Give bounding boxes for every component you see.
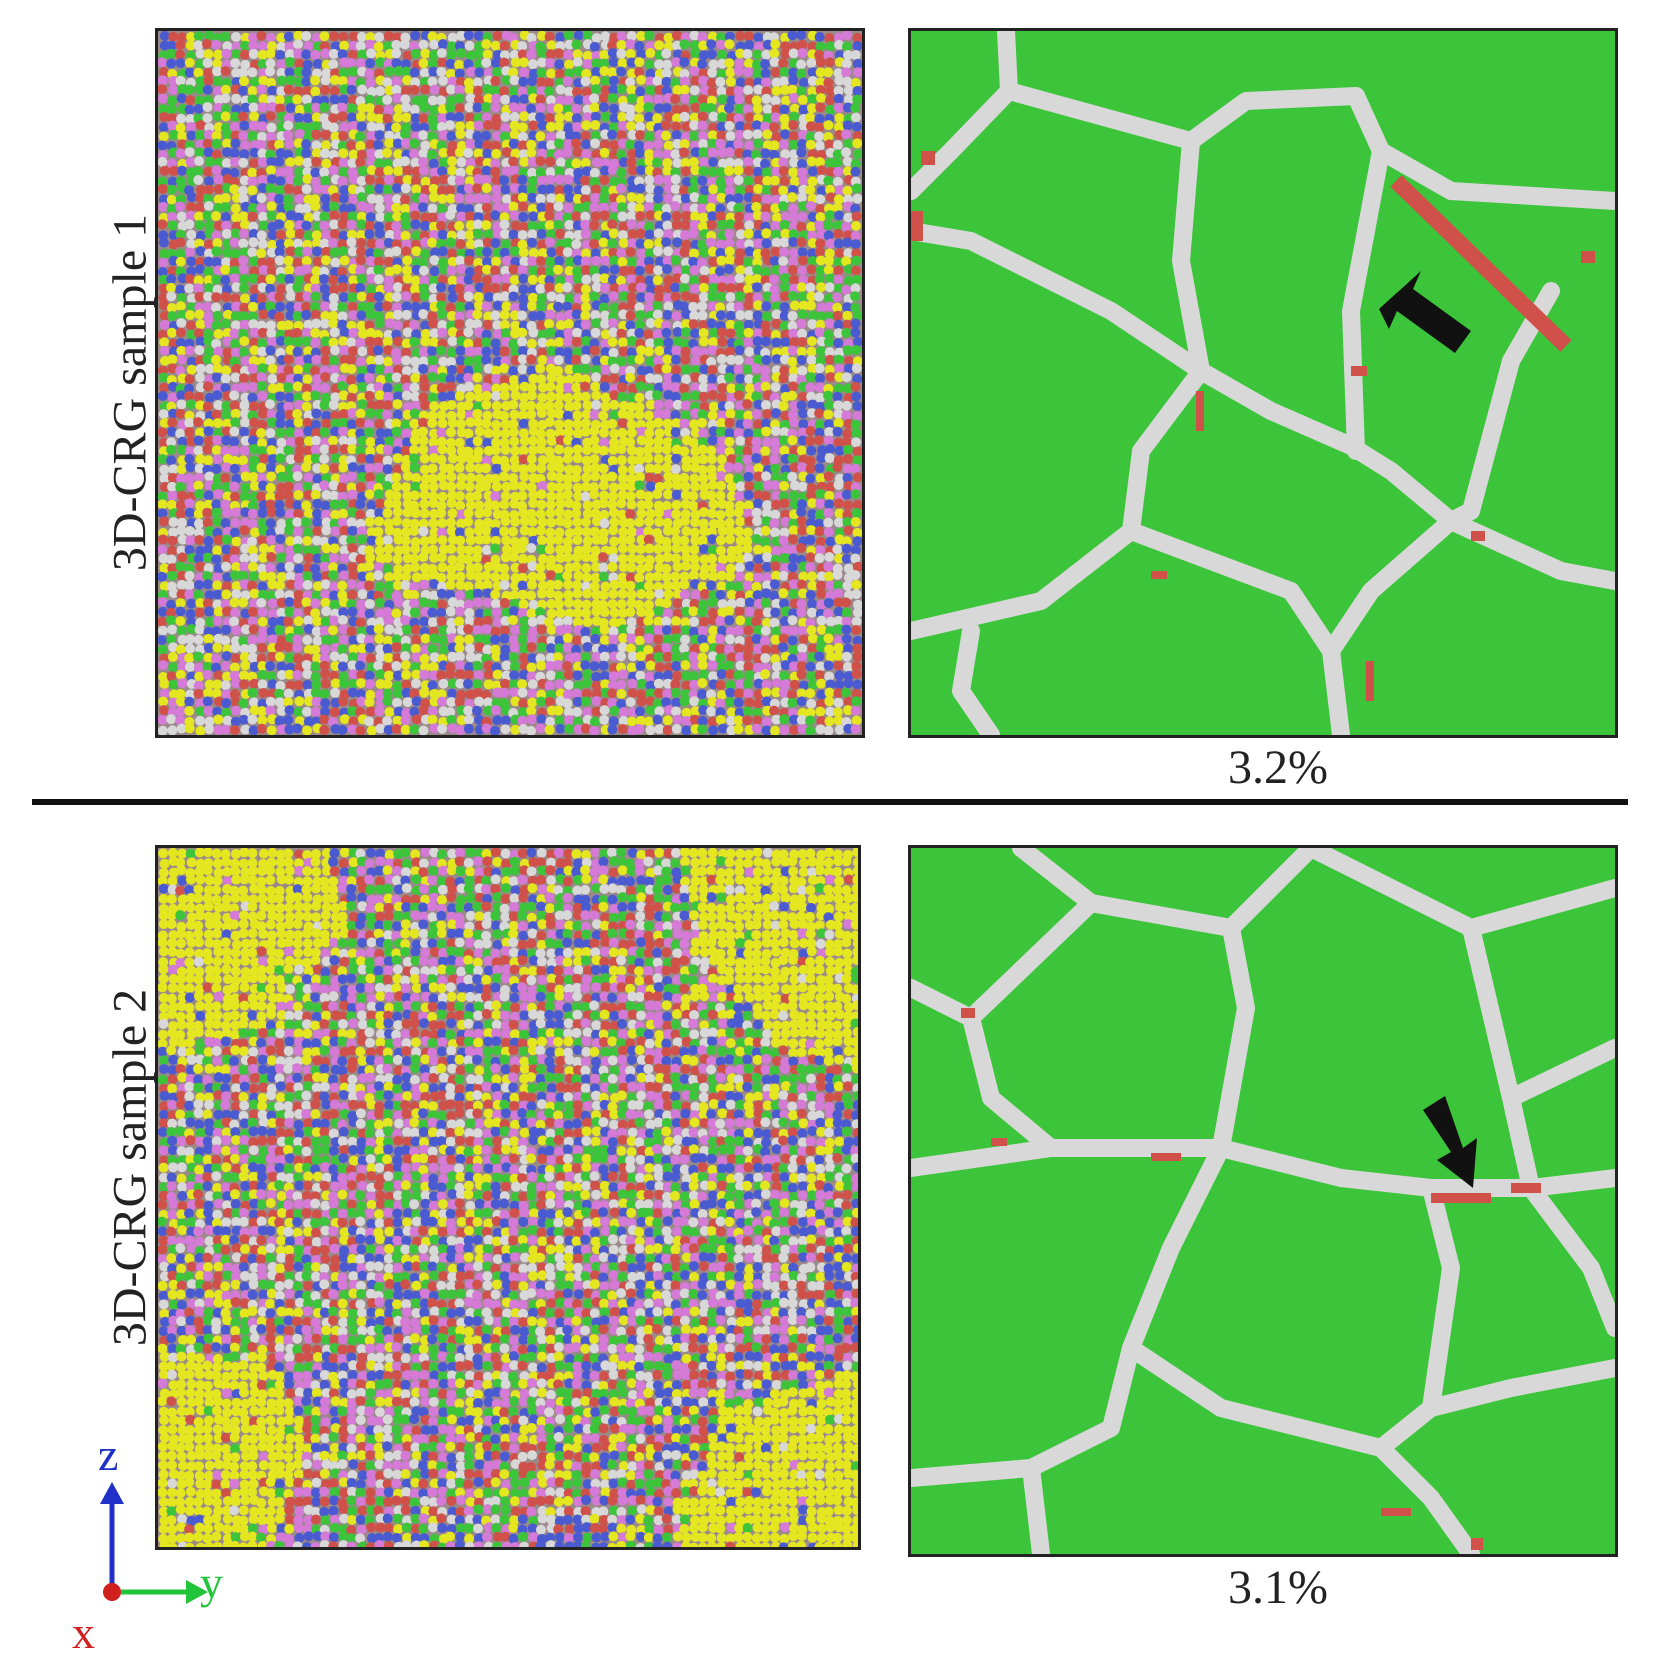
axis-label-z: z (98, 1429, 119, 1480)
strain-label-sample-2: 3.1% (1228, 1561, 1328, 1614)
axis-label-y: y (200, 1557, 223, 1608)
sample-2-element-map (155, 845, 861, 1550)
sample-2-structure-map-image (911, 848, 1615, 1554)
arrow-icon (1423, 1096, 1477, 1188)
sample-1-element-map (155, 28, 865, 738)
sample-1-structure-map (908, 28, 1618, 738)
strain-label-sample-1: 3.2% (1228, 741, 1328, 794)
row-label-sample-2: 3D-CRG sample 2 (103, 988, 157, 1347)
sample-2-structure-map (908, 845, 1618, 1557)
axes-triad-icon (100, 1482, 208, 1604)
sample-2-element-map-image (158, 848, 858, 1547)
row-divider (32, 799, 1628, 805)
sample-1-element-map-image (158, 31, 862, 735)
row-label-sample-1: 3D-CRG sample 1 (103, 213, 157, 572)
axes-triad: z y x (70, 1432, 270, 1660)
sample-1-structure-map-image (911, 31, 1615, 735)
arrow-icon (1379, 271, 1471, 353)
axis-label-x: x (72, 1607, 95, 1658)
